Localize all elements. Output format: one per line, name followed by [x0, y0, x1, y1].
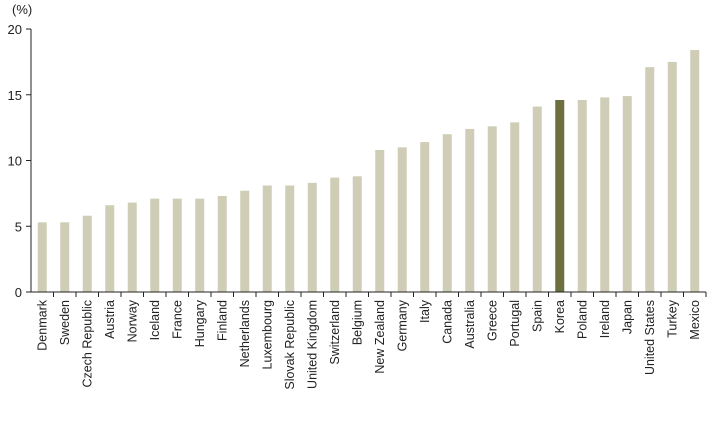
- category-label: France: [170, 300, 184, 339]
- category-label: Greece: [485, 300, 499, 341]
- category-label: Korea: [553, 300, 567, 333]
- category-label: Hungary: [193, 299, 207, 347]
- bar-belgium: [352, 176, 362, 292]
- category-label: Finland: [215, 300, 229, 341]
- bar-iceland: [150, 198, 160, 292]
- category-label: Germany: [395, 299, 409, 351]
- bar-switzerland: [330, 177, 340, 292]
- category-label: Poland: [575, 300, 589, 339]
- y-tick-label: 0: [15, 285, 22, 300]
- bars: [37, 50, 700, 293]
- bar-poland: [577, 100, 587, 292]
- category-label: New Zealand: [373, 300, 387, 374]
- category-label: Norway: [125, 299, 139, 342]
- bar-italy: [420, 142, 430, 292]
- bar-japan: [622, 96, 632, 292]
- bar-finland: [217, 196, 227, 292]
- y-tick-label: 10: [8, 154, 22, 169]
- y-axis-ticks: 0 5 10 15 20: [8, 22, 31, 300]
- bar-netherlands: [240, 190, 250, 292]
- category-label: Sweden: [58, 300, 72, 345]
- bar-united-states: [645, 67, 655, 292]
- bar-spain: [532, 106, 542, 293]
- category-label: Czech Republic: [80, 300, 94, 388]
- category-label: Austria: [103, 300, 117, 339]
- category-label: Slovak Republic: [283, 300, 297, 390]
- bar-australia: [465, 128, 475, 292]
- bar-slovak-republic: [285, 185, 295, 292]
- bar-portugal: [510, 122, 520, 293]
- bar-turkey: [667, 61, 677, 292]
- bar-korea: [555, 100, 565, 292]
- bar-mexico: [690, 50, 700, 292]
- y-tick-label: 5: [15, 219, 22, 234]
- bar-ireland: [600, 97, 610, 292]
- bar-united-kingdom: [307, 182, 317, 292]
- bar-sweden: [60, 222, 70, 292]
- category-label: Australia: [463, 300, 477, 349]
- bar-greece: [487, 126, 497, 292]
- bar-new-zealand: [375, 149, 385, 292]
- y-tick-label: 20: [8, 22, 22, 37]
- category-label: Mexico: [688, 300, 702, 340]
- category-label: Luxembourg: [260, 300, 274, 370]
- bar-czech-republic: [82, 215, 92, 292]
- bar-denmark: [37, 222, 47, 292]
- bar-norway: [127, 202, 137, 292]
- category-label: Portugal: [508, 300, 522, 347]
- category-label: Iceland: [148, 300, 162, 340]
- category-label: Canada: [440, 300, 454, 344]
- category-label: United Kingdom: [305, 300, 319, 389]
- category-label: Turkey: [665, 299, 679, 337]
- bar-germany: [397, 147, 407, 292]
- y-unit-label: (%): [12, 2, 32, 17]
- category-label: Switzerland: [328, 300, 342, 365]
- category-label: Spain: [530, 300, 544, 332]
- category-label: Denmark: [35, 299, 49, 350]
- y-tick-label: 15: [8, 88, 22, 103]
- bar-austria: [105, 205, 115, 292]
- category-label: Netherlands: [238, 300, 252, 367]
- category-label: Japan: [620, 300, 634, 334]
- category-label: Italy: [418, 299, 432, 323]
- category-label: Belgium: [350, 300, 364, 345]
- category-labels: Denmark Sweden Czech Republic Austria Norway…: [35, 292, 707, 390]
- bar-france: [172, 198, 182, 292]
- category-label: Ireland: [598, 300, 612, 338]
- bar-hungary: [195, 198, 205, 292]
- category-label: United States: [643, 300, 657, 375]
- bar-luxembourg: [262, 185, 272, 292]
- bar-canada: [442, 134, 452, 292]
